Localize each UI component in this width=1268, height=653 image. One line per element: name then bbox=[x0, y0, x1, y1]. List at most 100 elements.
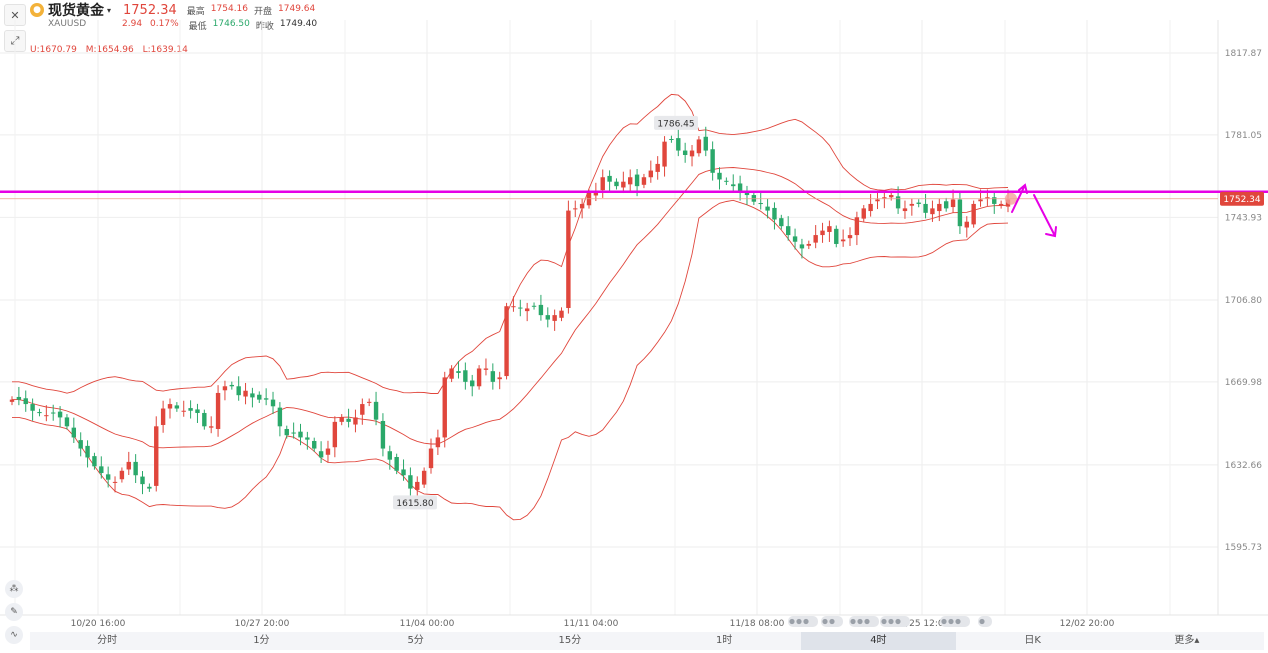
event-dot bbox=[864, 618, 870, 625]
candle-body bbox=[703, 136, 708, 151]
candle-body bbox=[1005, 199, 1011, 207]
tab-timeshare[interactable]: 分时 bbox=[97, 635, 118, 646]
candle-body bbox=[765, 206, 770, 211]
candle-body bbox=[964, 221, 969, 228]
event-marker bbox=[788, 616, 818, 627]
candle-body bbox=[957, 199, 963, 227]
event-dot bbox=[955, 618, 961, 625]
left-toolbar: ✕ ⤢ bbox=[4, 4, 26, 56]
candle-body bbox=[923, 203, 928, 213]
y-tick-label: 1669.98 bbox=[1225, 378, 1262, 388]
candle-body bbox=[284, 428, 289, 436]
candle-body bbox=[353, 417, 358, 425]
candle-body bbox=[99, 466, 104, 474]
last-price-tag bbox=[1220, 191, 1264, 206]
open-value: 1749.64 bbox=[278, 3, 316, 14]
candle-body bbox=[408, 475, 413, 489]
candle-body bbox=[992, 197, 997, 204]
candle-body bbox=[950, 199, 956, 208]
candle-body bbox=[305, 437, 310, 440]
candle-body bbox=[346, 418, 351, 422]
candle-body bbox=[366, 401, 372, 403]
current-point bbox=[1005, 192, 1017, 205]
tab-daily[interactable]: 日K bbox=[1024, 635, 1041, 646]
x-tick-label: 12/02 20:00 bbox=[1060, 619, 1115, 629]
candle-body bbox=[167, 404, 173, 409]
drawing-tools: ⁂ ✎ ∿ bbox=[5, 580, 27, 649]
candle-body bbox=[78, 440, 83, 449]
candle-body bbox=[421, 470, 427, 485]
event-marker bbox=[880, 616, 910, 627]
pencil-icon[interactable]: ✎ bbox=[5, 603, 23, 621]
candle-body bbox=[545, 315, 550, 320]
event-dot bbox=[829, 618, 835, 625]
expand-icon[interactable]: ⤢ bbox=[4, 30, 26, 52]
prev-close-value: 1749.40 bbox=[279, 19, 318, 29]
candle-body bbox=[9, 399, 15, 402]
candle-body bbox=[476, 368, 482, 387]
candle-body bbox=[669, 138, 674, 140]
tab-1min[interactable]: 1分 bbox=[253, 635, 270, 646]
boll-indicator: U:1670.79 M:1654.96 L:1639.14 bbox=[30, 45, 194, 55]
candle-body bbox=[744, 191, 750, 196]
candle-body bbox=[607, 175, 612, 182]
x-tick-label: 10/20 16:00 bbox=[71, 619, 126, 629]
open-label: 开盘 bbox=[254, 6, 273, 17]
candle-body bbox=[92, 456, 97, 467]
event-marker bbox=[849, 616, 879, 627]
event-dot bbox=[941, 618, 947, 625]
candle-body bbox=[64, 417, 70, 427]
tab-4hour[interactable]: 4时 bbox=[801, 632, 956, 650]
candle-body bbox=[57, 411, 63, 418]
high-annotation-box bbox=[654, 115, 698, 130]
candle-body bbox=[243, 390, 248, 397]
candle-body bbox=[105, 474, 111, 480]
boll-middle: M:1654.96 bbox=[85, 45, 134, 55]
candle-body bbox=[154, 426, 159, 486]
wave-icon[interactable]: ∿ bbox=[5, 626, 23, 644]
candle-body bbox=[648, 170, 654, 178]
event-dot bbox=[822, 618, 828, 625]
candle-body bbox=[318, 451, 324, 458]
candle-body bbox=[360, 404, 365, 415]
candle-body bbox=[497, 377, 502, 380]
candle-body bbox=[456, 371, 461, 373]
event-dot bbox=[857, 618, 863, 625]
candle-body bbox=[71, 427, 77, 438]
candle-body bbox=[401, 469, 406, 476]
instrument-name[interactable]: 现货黄金 bbox=[48, 3, 104, 19]
chevron-down-icon[interactable]: ▾ bbox=[107, 5, 112, 15]
candle-body bbox=[277, 407, 283, 427]
candle-body bbox=[586, 192, 592, 206]
candle-body bbox=[971, 203, 976, 225]
tab-more[interactable]: 更多▴ bbox=[1174, 635, 1200, 646]
boll-upper-line bbox=[12, 93, 1009, 394]
candle-body bbox=[483, 368, 489, 370]
candle-body bbox=[889, 195, 894, 198]
x-tick-label: 11/18 08:00 bbox=[730, 619, 785, 629]
candle-body bbox=[504, 306, 509, 377]
candle-body bbox=[566, 210, 571, 309]
candle-body bbox=[518, 307, 523, 309]
boll-lower: L:1639.14 bbox=[142, 45, 188, 55]
candle-body bbox=[30, 404, 35, 411]
event-dot bbox=[948, 618, 954, 625]
tab-1hour[interactable]: 1时 bbox=[715, 635, 733, 646]
tab-15min[interactable]: 15分 bbox=[558, 635, 582, 646]
candle-body bbox=[236, 386, 241, 396]
indicator-icon[interactable]: ⁂ bbox=[5, 580, 23, 598]
close-icon[interactable]: ✕ bbox=[4, 4, 26, 26]
tab-5min[interactable]: 5分 bbox=[407, 635, 424, 646]
candle-body bbox=[174, 405, 180, 409]
candle-body bbox=[298, 431, 303, 438]
candle-body bbox=[717, 172, 722, 180]
candle-body bbox=[140, 476, 145, 485]
candle-body bbox=[16, 396, 22, 400]
candle-body bbox=[696, 139, 702, 154]
change-percent: 0.17% bbox=[150, 19, 179, 29]
boll-middle-line bbox=[12, 167, 1009, 449]
last-price: 1752.34 bbox=[123, 2, 177, 18]
period-tabs: 分时 1分 5分 15分 1时 4时 日K 更多▴ bbox=[30, 632, 1264, 650]
x-tick-label: 10/27 20:00 bbox=[235, 619, 290, 629]
